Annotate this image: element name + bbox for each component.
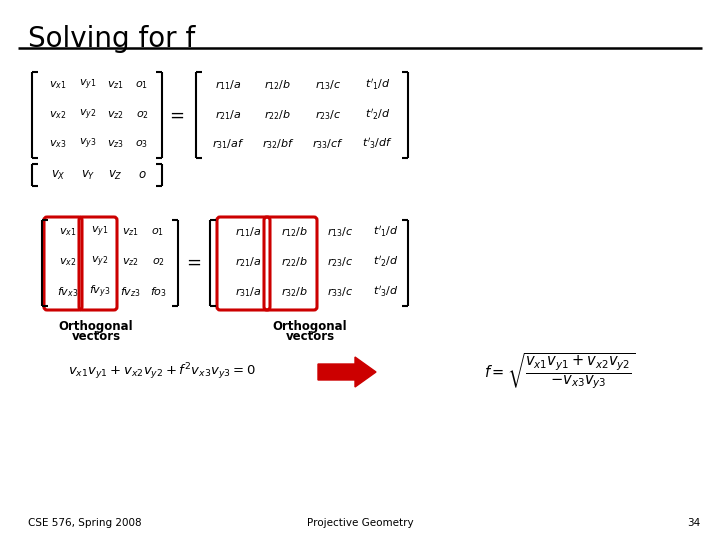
Text: $o_2$: $o_2$ <box>135 109 148 121</box>
Text: $v_{y1}$: $v_{y1}$ <box>91 225 109 239</box>
Text: $o_1$: $o_1$ <box>135 79 148 91</box>
Text: $v_{x2}$: $v_{x2}$ <box>50 109 67 121</box>
Text: $v_{y1}$: $v_{y1}$ <box>79 78 96 92</box>
Polygon shape <box>318 357 376 387</box>
Text: $r_{22}/b$: $r_{22}/b$ <box>282 255 309 269</box>
Text: $v_X$: $v_X$ <box>50 168 66 181</box>
Text: $r_{33}/c$: $r_{33}/c$ <box>327 285 354 299</box>
Text: $v_{z2}$: $v_{z2}$ <box>107 109 123 121</box>
Text: $t'_1/d$: $t'_1/d$ <box>365 78 391 92</box>
Text: $v_Z$: $v_Z$ <box>107 168 122 181</box>
Text: $v_{y2}$: $v_{y2}$ <box>79 108 96 122</box>
Text: $o_1$: $o_1$ <box>151 226 165 238</box>
Text: $r_{23}/c$: $r_{23}/c$ <box>315 108 341 122</box>
Text: Orthogonal: Orthogonal <box>59 320 133 333</box>
Text: CSE 576, Spring 2008: CSE 576, Spring 2008 <box>28 518 142 528</box>
Text: $v_{z3}$: $v_{z3}$ <box>107 138 123 150</box>
Text: $o_2$: $o_2$ <box>151 256 164 268</box>
Text: $v_{x1}$: $v_{x1}$ <box>49 79 67 91</box>
Text: $o_3$: $o_3$ <box>135 138 148 150</box>
Text: $f=\sqrt{\dfrac{v_{x1}v_{y1}+v_{x2}v_{y2}}{-v_{x3}v_{y3}}}$: $f=\sqrt{\dfrac{v_{x1}v_{y1}+v_{x2}v_{y2… <box>485 352 636 392</box>
Text: $v_{x1}$: $v_{x1}$ <box>59 226 77 238</box>
Text: vectors: vectors <box>285 330 335 343</box>
Text: $=$: $=$ <box>166 106 184 124</box>
Text: $fv_{x3}$: $fv_{x3}$ <box>58 285 78 299</box>
Text: $r_{12}/b$: $r_{12}/b$ <box>282 225 309 239</box>
Text: $r_{31}/af$: $r_{31}/af$ <box>212 137 244 151</box>
Text: $=$: $=$ <box>183 253 202 271</box>
Text: $r_{31}/a$: $r_{31}/a$ <box>235 285 261 299</box>
Text: Solving for f: Solving for f <box>28 25 195 53</box>
Text: $v_{z1}$: $v_{z1}$ <box>122 226 138 238</box>
Text: $fv_{z3}$: $fv_{z3}$ <box>120 285 140 299</box>
Text: Projective Geometry: Projective Geometry <box>307 518 413 528</box>
Text: $r_{33}/cf$: $r_{33}/cf$ <box>312 137 344 151</box>
Text: $t'_3/df$: $t'_3/df$ <box>362 137 394 151</box>
Text: $r_{21}/a$: $r_{21}/a$ <box>235 255 261 269</box>
Text: $v_{y2}$: $v_{y2}$ <box>91 255 109 269</box>
Text: $r_{11}/a$: $r_{11}/a$ <box>235 225 261 239</box>
Text: $r_{13}/c$: $r_{13}/c$ <box>315 78 341 92</box>
Text: Orthogonal: Orthogonal <box>273 320 347 333</box>
Text: $v_{z1}$: $v_{z1}$ <box>107 79 123 91</box>
Text: $r_{32}/b$: $r_{32}/b$ <box>282 285 309 299</box>
Text: $o$: $o$ <box>138 168 146 181</box>
Text: $v_{x1}v_{y1}+v_{x2}v_{y2}+f^2v_{x3}v_{y3}=0$: $v_{x1}v_{y1}+v_{x2}v_{y2}+f^2v_{x3}v_{y… <box>68 362 256 382</box>
Text: $r_{21}/a$: $r_{21}/a$ <box>215 108 241 122</box>
Text: $t'_1/d$: $t'_1/d$ <box>373 225 399 239</box>
Text: $r_{12}/b$: $r_{12}/b$ <box>264 78 292 92</box>
Text: $v_{x3}$: $v_{x3}$ <box>49 138 67 150</box>
Text: $t'_2/d$: $t'_2/d$ <box>365 107 391 123</box>
Text: $v_{z2}$: $v_{z2}$ <box>122 256 138 268</box>
Text: vectors: vectors <box>71 330 120 343</box>
Text: $r_{32}/bf$: $r_{32}/bf$ <box>261 137 294 151</box>
Text: $v_{y3}$: $v_{y3}$ <box>79 137 96 151</box>
Text: $fo_3$: $fo_3$ <box>150 285 166 299</box>
Text: $t'_3/d$: $t'_3/d$ <box>373 285 399 299</box>
Text: $v_{x2}$: $v_{x2}$ <box>59 256 76 268</box>
Text: $t'_2/d$: $t'_2/d$ <box>373 254 399 269</box>
Text: $r_{11}/a$: $r_{11}/a$ <box>215 78 241 92</box>
Text: $v_Y$: $v_Y$ <box>81 168 95 181</box>
Text: $r_{13}/c$: $r_{13}/c$ <box>327 225 354 239</box>
Text: $fv_{y3}$: $fv_{y3}$ <box>89 284 111 300</box>
Text: 34: 34 <box>687 518 700 528</box>
Text: $r_{23}/c$: $r_{23}/c$ <box>327 255 354 269</box>
Text: $r_{22}/b$: $r_{22}/b$ <box>264 108 292 122</box>
